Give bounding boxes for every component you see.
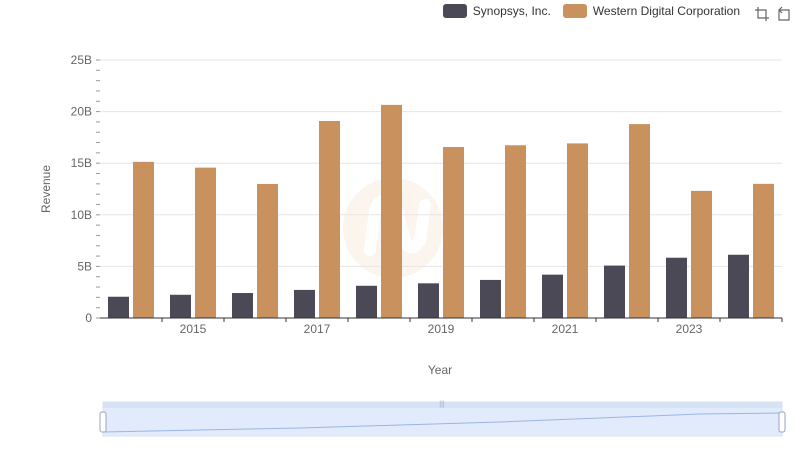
x-tick-label: 2015 [180, 322, 207, 336]
bar-western-digital-2019[interactable] [443, 146, 464, 318]
slider-selected-range [103, 408, 782, 436]
chart-toolbox [754, 6, 792, 22]
bar-western-digital-2023[interactable] [691, 190, 712, 318]
x-tick-label: 2017 [304, 322, 331, 336]
bar-synopsys-2023[interactable] [666, 257, 687, 318]
y-axis-ticks: 0 5B 10B 15B 20B 25B [71, 53, 100, 325]
bar-western-digital-2024[interactable] [753, 183, 774, 318]
bars [108, 104, 774, 319]
legend-item-synopsys[interactable]: Synopsys, Inc. [442, 4, 551, 18]
y-axis-label: Revenue [39, 165, 53, 213]
bar-western-digital-2020[interactable] [505, 145, 526, 318]
x-tick-label: 2021 [552, 322, 579, 336]
bar-western-digital-2018[interactable] [381, 104, 402, 318]
bar-western-digital-2017[interactable] [319, 120, 340, 318]
bar-western-digital-2015[interactable] [195, 167, 216, 318]
restore-icon[interactable] [776, 6, 792, 22]
slider-grip-icon[interactable]: ||| [439, 401, 445, 408]
data-zoom-slider[interactable]: ||| [99, 401, 786, 437]
chart-legend: Synopsys, Inc. Western Digital Corporati… [442, 4, 740, 18]
bar-synopsys-2018[interactable] [356, 285, 377, 318]
bar-synopsys-2022[interactable] [604, 265, 625, 318]
legend-swatch-synopsys [442, 4, 467, 18]
bar-synopsys-2014[interactable] [108, 296, 129, 318]
legend-label-western-digital: Western Digital Corporation [592, 4, 740, 18]
legend-item-western-digital[interactable]: Western Digital Corporation [562, 4, 740, 18]
x-axis-ticks: 2015 2017 2019 2021 2023 [161, 318, 783, 336]
bar-synopsys-2020[interactable] [480, 279, 501, 318]
bar-synopsys-2016[interactable] [232, 293, 253, 318]
y-tick-label: 15B [71, 156, 92, 170]
slider-handle-right[interactable] [778, 411, 786, 433]
bar-western-digital-2021[interactable] [567, 143, 588, 318]
legend-label-synopsys: Synopsys, Inc. [472, 4, 551, 18]
x-tick-label: 2019 [428, 322, 455, 336]
y-tick-label: 10B [71, 208, 92, 222]
zoom-crosshair-icon[interactable] [754, 6, 770, 22]
slider-handle-left[interactable] [99, 411, 107, 433]
legend-swatch-western-digital [562, 4, 587, 18]
bar-synopsys-2019[interactable] [418, 283, 439, 318]
y-tick-label: 5B [77, 259, 92, 273]
slider-top-bar [103, 402, 782, 408]
x-axis-label: Year [428, 363, 452, 377]
bar-western-digital-2016[interactable] [257, 183, 278, 318]
y-tick-label: 0 [85, 311, 92, 325]
bar-synopsys-2017[interactable] [294, 289, 315, 318]
bar-synopsys-2021[interactable] [542, 274, 563, 318]
bar-synopsys-2024[interactable] [728, 254, 749, 318]
y-tick-label: 25B [71, 53, 92, 67]
bar-western-digital-2014[interactable] [133, 161, 154, 318]
bar-synopsys-2015[interactable] [170, 294, 191, 318]
bar-western-digital-2022[interactable] [629, 124, 650, 319]
x-tick-label: 2023 [676, 322, 703, 336]
slider-preview-line [102, 412, 783, 433]
y-tick-label: 20B [71, 105, 92, 119]
